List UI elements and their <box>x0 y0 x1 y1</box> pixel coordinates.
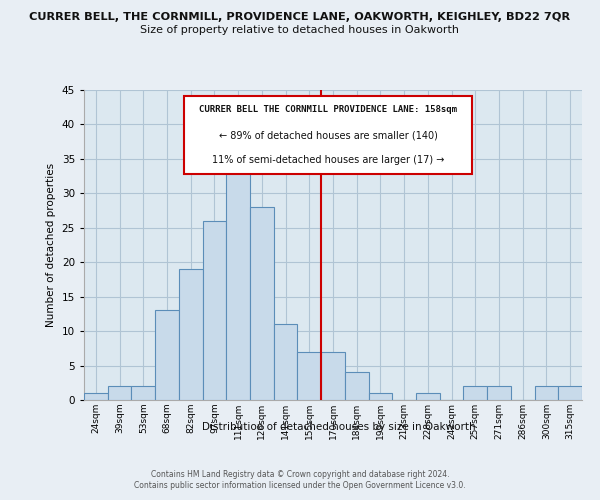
Bar <box>226 145 250 400</box>
Bar <box>274 324 298 400</box>
Bar <box>84 393 108 400</box>
Y-axis label: Number of detached properties: Number of detached properties <box>46 163 56 327</box>
Bar <box>298 352 321 400</box>
Bar <box>535 386 558 400</box>
Bar <box>463 386 487 400</box>
Text: CURRER BELL THE CORNMILL PROVIDENCE LANE: 158sqm: CURRER BELL THE CORNMILL PROVIDENCE LANE… <box>199 106 457 114</box>
Text: Contains public sector information licensed under the Open Government Licence v3: Contains public sector information licen… <box>134 481 466 490</box>
Text: 11% of semi-detached houses are larger (17) →: 11% of semi-detached houses are larger (… <box>212 155 444 165</box>
Bar <box>368 393 392 400</box>
FancyBboxPatch shape <box>184 96 472 174</box>
Text: Contains HM Land Registry data © Crown copyright and database right 2024.: Contains HM Land Registry data © Crown c… <box>151 470 449 479</box>
Bar <box>487 386 511 400</box>
Bar <box>321 352 345 400</box>
Bar <box>558 386 582 400</box>
Text: Distribution of detached houses by size in Oakworth: Distribution of detached houses by size … <box>202 422 476 432</box>
Bar <box>155 310 179 400</box>
Text: CURRER BELL, THE CORNMILL, PROVIDENCE LANE, OAKWORTH, KEIGHLEY, BD22 7QR: CURRER BELL, THE CORNMILL, PROVIDENCE LA… <box>29 12 571 22</box>
Bar <box>108 386 131 400</box>
Bar <box>416 393 440 400</box>
Bar <box>179 269 203 400</box>
Text: ← 89% of detached houses are smaller (140): ← 89% of detached houses are smaller (14… <box>218 130 437 140</box>
Bar <box>203 221 226 400</box>
Bar <box>345 372 368 400</box>
Bar <box>131 386 155 400</box>
Text: Size of property relative to detached houses in Oakworth: Size of property relative to detached ho… <box>140 25 460 35</box>
Bar <box>250 207 274 400</box>
